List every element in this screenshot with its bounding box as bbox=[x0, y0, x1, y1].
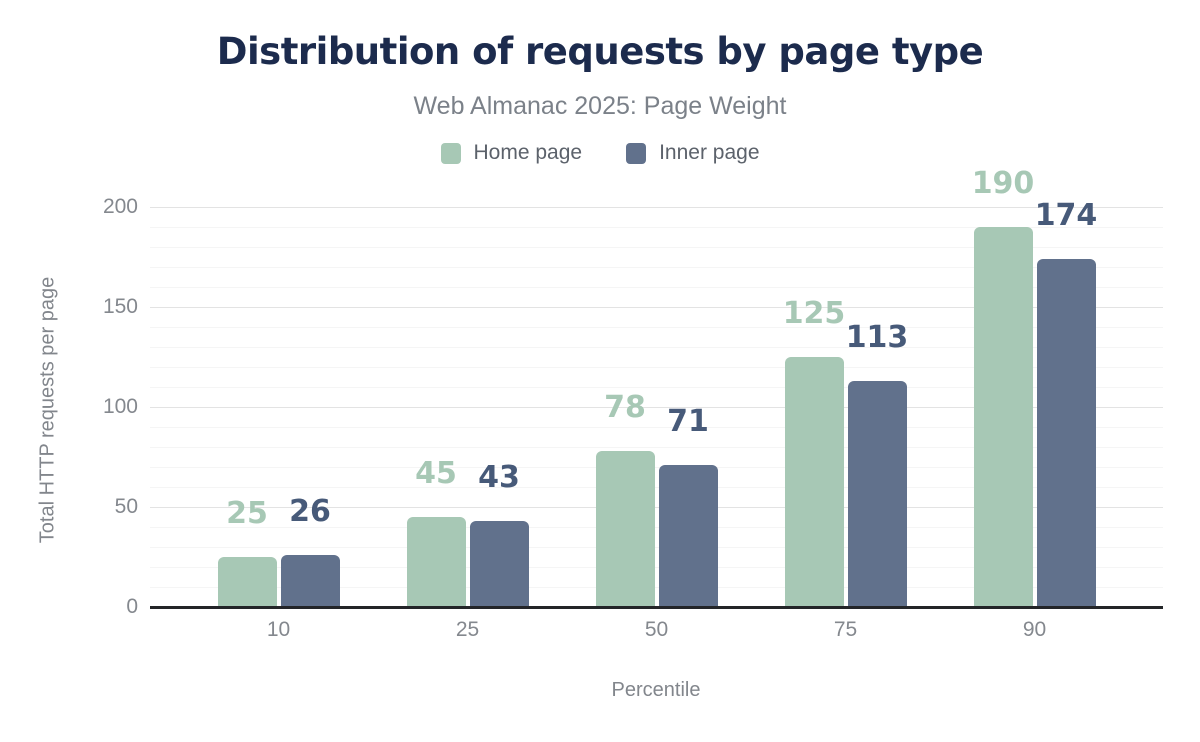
gridline-minor bbox=[150, 427, 1163, 428]
gridline-minor bbox=[150, 247, 1163, 248]
value-label-inner-page-p50: 71 bbox=[667, 404, 709, 439]
value-label-home-page-p25: 45 bbox=[415, 456, 457, 491]
gridline-minor bbox=[150, 347, 1163, 348]
value-label-home-page-p50: 78 bbox=[604, 390, 646, 425]
y-tick-label: 50 bbox=[114, 495, 138, 518]
value-label-inner-page-p25: 43 bbox=[478, 460, 520, 495]
bar-home-page-p25[interactable] bbox=[406, 517, 466, 607]
bar-inner-page-p10[interactable] bbox=[280, 555, 340, 607]
chart-subtitle: Web Almanac 2025: Page Weight bbox=[413, 92, 787, 120]
x-tick-label: 10 bbox=[266, 618, 291, 641]
gridline-major bbox=[150, 207, 1163, 208]
value-label-inner-page-p90: 174 bbox=[1034, 198, 1098, 233]
legend-swatch-inner-page bbox=[626, 142, 647, 164]
bar-inner-page-p25[interactable] bbox=[469, 521, 529, 607]
y-tick-label: 0 bbox=[126, 595, 138, 618]
gridline-minor bbox=[150, 467, 1163, 468]
bar-inner-page-p75[interactable] bbox=[847, 381, 907, 607]
bar-home-page-p75[interactable] bbox=[784, 357, 844, 607]
legend-item-home-page: Home page bbox=[440, 141, 583, 165]
value-label-home-page-p10: 25 bbox=[226, 496, 268, 531]
value-label-inner-page-p10: 26 bbox=[289, 494, 331, 529]
bar-inner-page-p90[interactable] bbox=[1036, 259, 1096, 607]
bar-inner-page-p50[interactable] bbox=[658, 465, 718, 607]
legend: Home page Inner page bbox=[0, 141, 1200, 165]
legend-label-home-page: Home page bbox=[473, 141, 583, 164]
gridline-major bbox=[150, 407, 1163, 408]
gridline-minor bbox=[150, 527, 1163, 528]
x-axis-title: Percentile bbox=[611, 679, 701, 701]
legend-swatch-home-page bbox=[440, 142, 461, 164]
gridline-major bbox=[150, 507, 1163, 508]
y-tick-label: 150 bbox=[102, 295, 138, 318]
legend-item-inner-page: Inner page bbox=[626, 141, 760, 165]
gridline-minor bbox=[150, 287, 1163, 288]
bar-home-page-p90[interactable] bbox=[973, 227, 1033, 607]
gridline-minor bbox=[150, 587, 1163, 588]
gridline-minor bbox=[150, 447, 1163, 448]
value-label-home-page-p75: 125 bbox=[782, 296, 846, 331]
y-tick-label: 100 bbox=[102, 395, 138, 418]
bar-home-page-p50[interactable] bbox=[595, 451, 655, 607]
gridline-minor bbox=[150, 487, 1163, 488]
value-label-home-page-p90: 190 bbox=[971, 166, 1035, 201]
gridline-minor bbox=[150, 567, 1163, 568]
gridline-minor bbox=[150, 327, 1163, 328]
value-label-inner-page-p75: 113 bbox=[845, 320, 909, 355]
gridline-minor bbox=[150, 547, 1163, 548]
x-tick-label: 90 bbox=[1022, 618, 1047, 641]
chart-title: Distribution of requests by page type bbox=[216, 30, 984, 73]
x-tick-label: 25 bbox=[455, 618, 480, 641]
y-tick-label: 200 bbox=[102, 195, 138, 218]
gridline-minor bbox=[150, 227, 1163, 228]
gridline-major bbox=[150, 307, 1163, 308]
legend-label-inner-page: Inner page bbox=[659, 141, 760, 164]
bar-home-page-p10[interactable] bbox=[217, 557, 277, 607]
x-tick-label: 50 bbox=[644, 618, 669, 641]
x-axis-line bbox=[150, 606, 1163, 609]
gridline-minor bbox=[150, 267, 1163, 268]
gridline-minor bbox=[150, 367, 1163, 368]
gridline-minor bbox=[150, 387, 1163, 388]
x-tick-label: 75 bbox=[833, 618, 858, 641]
